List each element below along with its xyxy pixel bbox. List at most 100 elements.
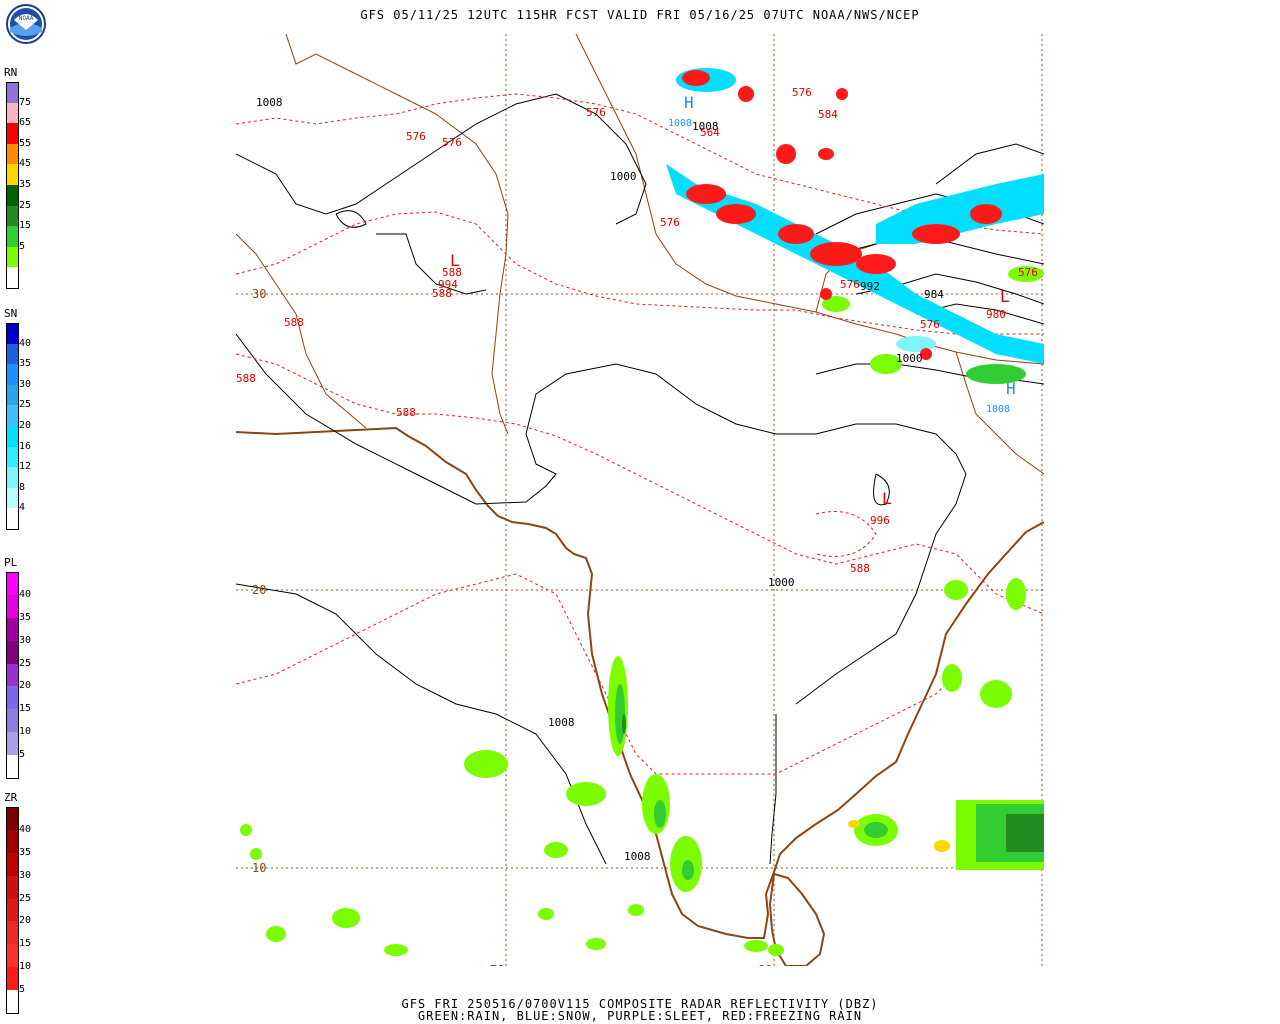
rain-legend-label: 15 xyxy=(19,220,32,232)
footer-line-1: GFS FRI 250516/0700V115 COMPOSITE RADAR … xyxy=(401,997,879,1011)
height-label: 576 xyxy=(1018,266,1038,279)
sleet-legend-label: 30 xyxy=(19,634,32,646)
height-label: 588 xyxy=(442,266,462,279)
sleet-legend-swatch xyxy=(6,755,19,779)
rain-legend-swatch xyxy=(6,246,19,268)
freezing-legend-label: 30 xyxy=(19,869,32,881)
sleet-legend-swatch xyxy=(6,640,19,664)
snow-legend-swatch xyxy=(6,446,19,468)
sleet-legend-label: 40 xyxy=(19,588,32,600)
pressure-label: 1008 xyxy=(624,850,651,863)
rain-legend-swatch xyxy=(6,102,19,124)
pressure-label: 1008 xyxy=(548,716,575,729)
rain-legend-label: 5 xyxy=(19,240,26,252)
rain-legend-swatch xyxy=(6,143,19,165)
rain-legend-label: 25 xyxy=(19,199,32,211)
rain-legend-swatch xyxy=(6,123,19,144)
freezing-legend-label: 10 xyxy=(19,961,32,973)
snow-legend-label: 25 xyxy=(19,399,32,411)
pressure-label: 992 xyxy=(860,280,880,293)
sleet-legend-swatch xyxy=(6,709,19,733)
lat-label: 10 xyxy=(252,861,266,875)
height-label: 980 xyxy=(986,308,1006,321)
height-label: 588 xyxy=(850,562,870,575)
sleet-legend-swatch xyxy=(6,686,19,710)
pressure-label: 1008 xyxy=(256,96,283,109)
freezing-legend-swatch xyxy=(6,990,19,1014)
freezing-legend-swatch xyxy=(6,921,19,945)
low-center: L xyxy=(1000,287,1010,306)
rain-legend-swatch xyxy=(6,205,19,227)
freezing-legend-swatch xyxy=(6,829,19,853)
pressure-label: 1000 xyxy=(768,576,795,589)
snow-legend-swatch xyxy=(6,467,19,488)
snow-legend-title: SN xyxy=(4,307,18,320)
freezing-legend-swatch xyxy=(6,852,19,876)
lon-label: 80 xyxy=(758,963,772,966)
height-label: 576 xyxy=(920,318,940,331)
freezing-legend-swatch xyxy=(6,967,19,991)
height-label: 576 xyxy=(840,278,860,291)
low-center: L xyxy=(450,251,460,270)
high-value: 1008 xyxy=(986,404,1010,415)
lat-label: 20 xyxy=(252,583,266,597)
freezing-legend-label: 25 xyxy=(19,892,32,904)
low-center: L xyxy=(882,489,892,508)
sleet-legend-title: PL xyxy=(4,556,18,569)
height-label: 588 xyxy=(236,372,256,385)
high-center: H xyxy=(684,93,694,112)
height-label: 588 xyxy=(396,406,416,419)
height-label: 588 xyxy=(284,316,304,329)
map-footer: GFS FRI 250516/0700V115 COMPOSITE RADAR … xyxy=(0,998,1280,1022)
rain-legend-swatch xyxy=(6,185,19,206)
sleet-legend-label: 35 xyxy=(19,611,32,623)
rain-legend-swatch xyxy=(6,267,19,289)
forecast-map: 1008 1000 1008 992 984 1000 1000 1008 10… xyxy=(236,34,1044,966)
footer-line-2: GREEN:RAIN, BLUE:SNOW, PURPLE:SLEET, RED… xyxy=(417,1009,863,1023)
rain-legend-label: 75 xyxy=(19,96,32,108)
height-label: 576 xyxy=(792,86,812,99)
height-label: 584 xyxy=(818,108,838,121)
sleet-legend-label: 5 xyxy=(19,749,26,761)
snow-legend-swatch xyxy=(6,508,19,530)
height-label: 576 xyxy=(660,216,680,229)
snow-legend-swatch xyxy=(6,487,19,509)
snow-legend-swatch xyxy=(6,426,19,447)
freezing-legend-swatch xyxy=(6,807,19,831)
height-labels: 576 576 576 576 584 564 576 588 588 588 … xyxy=(236,86,1038,575)
snow-legend-label: 35 xyxy=(19,358,32,370)
height-label: 588 xyxy=(432,287,452,300)
freezing-legend-label: 15 xyxy=(19,938,32,950)
height-label: 576 xyxy=(442,136,462,149)
snow-legend-label: 16 xyxy=(19,440,32,452)
freezing-legend-label: 5 xyxy=(19,984,26,996)
rain-legend-label: 55 xyxy=(19,137,32,149)
rain-legend-swatch xyxy=(6,164,19,185)
snow-legend-swatch xyxy=(6,384,19,406)
rain-legend-label: 35 xyxy=(19,179,32,190)
pressure-label: 984 xyxy=(924,288,944,301)
low-value: 994 xyxy=(438,278,458,291)
lon-label: 70 xyxy=(490,963,504,966)
snow-legend-swatch xyxy=(6,323,19,345)
snow-legend-swatch xyxy=(6,364,19,385)
high-value: 1008 xyxy=(668,118,692,129)
noaa-logo: NOAA xyxy=(6,4,46,44)
lat-lon-grid xyxy=(236,34,1044,966)
height-label: 996 xyxy=(870,514,890,527)
pressure-labels: 1008 1000 1008 992 984 1000 1000 1008 10… xyxy=(256,96,944,863)
high-center: H xyxy=(1006,379,1016,398)
sleet-legend-swatch xyxy=(6,732,19,756)
snow-legend-label: 12 xyxy=(19,461,32,473)
snow-legend-label: 40 xyxy=(19,337,32,349)
snow-legend-label: 20 xyxy=(19,420,32,431)
rain-echoes xyxy=(240,266,1044,956)
map-title: GFS 05/11/25 12UTC 115HR FCST VALID FRI … xyxy=(360,8,920,22)
height-label: 576 xyxy=(406,130,426,143)
sleet-legend-swatch xyxy=(6,663,19,687)
freezing-legend-swatch xyxy=(6,944,19,968)
height-label: 576 xyxy=(586,106,606,119)
sleet-legend-swatch xyxy=(6,617,19,641)
sleet-legend-label: 20 xyxy=(19,680,32,692)
freezing-legend-swatch xyxy=(6,875,19,899)
